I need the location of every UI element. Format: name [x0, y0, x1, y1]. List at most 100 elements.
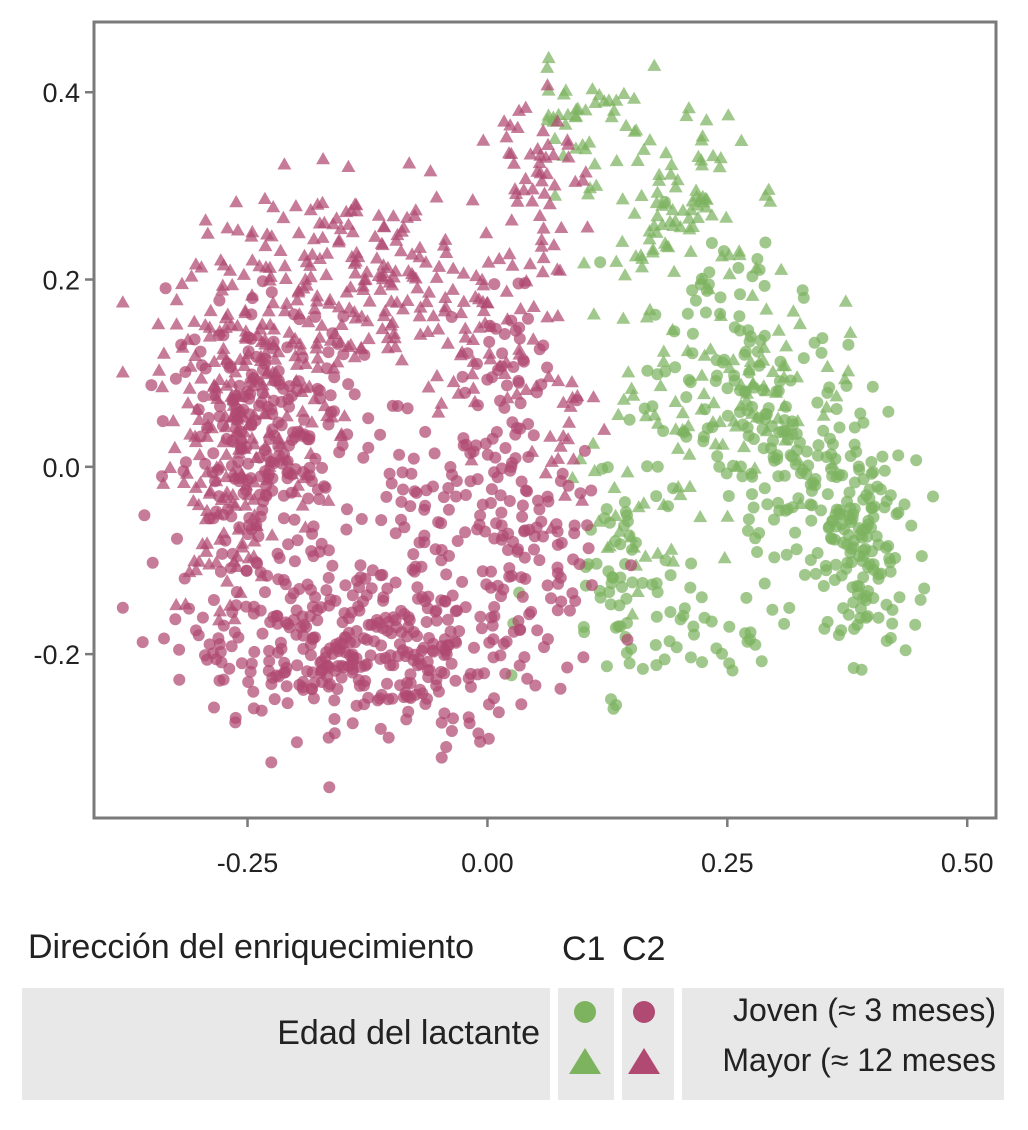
- point-c1-young: [898, 498, 911, 511]
- point-c1-old: [681, 101, 696, 114]
- point-c2-old: [529, 379, 544, 392]
- point-c1-old: [837, 372, 852, 385]
- point-c1-old: [659, 145, 673, 159]
- point-c2-young: [199, 649, 211, 662]
- point-c2-young: [474, 509, 487, 522]
- point-c1-old: [586, 436, 601, 449]
- point-c2-young: [555, 595, 568, 608]
- point-c2-old: [290, 293, 305, 306]
- point-c2-old: [374, 236, 389, 249]
- point-c1-old: [793, 316, 807, 330]
- point-c1-young: [582, 558, 595, 571]
- point-c2-young: [581, 519, 594, 532]
- point-c1-young: [815, 346, 828, 359]
- point-c1-young: [857, 493, 870, 506]
- point-c2-old: [566, 452, 581, 465]
- point-c2-old: [200, 503, 214, 516]
- point-c2-young: [476, 565, 489, 578]
- point-c1-old: [697, 348, 712, 361]
- point-c1-old: [681, 418, 696, 432]
- point-c2-young: [435, 751, 448, 764]
- point-c1-old: [706, 395, 721, 409]
- point-c2-old: [207, 388, 222, 401]
- point-c2-old: [343, 337, 358, 351]
- point-c2-old: [348, 197, 363, 210]
- point-c2-old: [386, 209, 401, 222]
- point-c1-young: [859, 589, 872, 602]
- point-c2-young: [405, 467, 418, 480]
- point-c1-young: [889, 552, 902, 564]
- point-c2-old: [265, 373, 280, 386]
- point-c2-young: [545, 592, 557, 605]
- point-c2-old: [438, 290, 453, 303]
- point-c1-old: [843, 325, 858, 338]
- point-c1-old: [825, 457, 840, 470]
- point-c2-young: [297, 683, 310, 696]
- point-c1-old: [682, 479, 697, 492]
- point-c2-old: [362, 294, 377, 307]
- point-c1-young: [857, 473, 870, 486]
- point-c2-old: [207, 354, 222, 367]
- point-c2-old: [542, 197, 557, 210]
- legend-key-box-c2: [622, 988, 674, 1100]
- point-c2-young: [552, 577, 565, 590]
- point-c1-young: [866, 380, 879, 393]
- point-c2-young: [568, 527, 581, 540]
- point-c2-old: [238, 329, 253, 343]
- point-c2-old: [238, 352, 253, 365]
- point-c2-old: [445, 282, 460, 295]
- point-c1-old: [790, 370, 805, 383]
- point-c2-young: [532, 494, 544, 507]
- point-c2-young: [435, 716, 448, 729]
- point-c2-old: [432, 259, 447, 272]
- point-c1-young: [811, 449, 824, 462]
- point-c2-young: [156, 470, 168, 483]
- point-c2-old: [523, 257, 538, 270]
- point-c2-old: [525, 182, 540, 195]
- point-c2-old: [230, 223, 245, 236]
- point-c2-old: [244, 229, 259, 242]
- point-c2-old: [532, 208, 547, 221]
- point-c2-old: [245, 371, 260, 384]
- point-c1-young: [835, 624, 848, 637]
- point-c2-young: [420, 484, 433, 497]
- point-c2-young: [346, 717, 359, 730]
- point-c2-old: [536, 221, 551, 234]
- point-c1-young: [610, 699, 623, 711]
- point-c1-old: [619, 118, 634, 131]
- point-c1-old: [624, 381, 639, 394]
- point-c2-old: [349, 245, 364, 259]
- point-c1-old: [560, 107, 575, 120]
- point-c1-old: [656, 344, 671, 357]
- point-c1-young: [809, 567, 822, 580]
- point-c1-old: [655, 217, 670, 230]
- point-c2-old: [390, 227, 405, 241]
- point-c1-young: [797, 352, 810, 365]
- point-c1-young: [819, 559, 832, 572]
- point-c2-old: [534, 239, 549, 252]
- point-c1-old: [638, 549, 653, 562]
- point-c2-old: [505, 258, 520, 271]
- point-c2-young: [528, 543, 540, 556]
- point-c1-young: [711, 450, 724, 463]
- point-c1-young: [823, 381, 836, 394]
- point-c2-young: [485, 611, 498, 624]
- point-c2-young: [116, 601, 129, 614]
- point-c1-young: [638, 402, 651, 415]
- point-c1-young: [771, 449, 784, 462]
- point-c2-old: [550, 309, 565, 322]
- point-c2-young: [322, 346, 335, 359]
- point-c2-young: [437, 491, 450, 504]
- point-c1-old: [740, 386, 754, 399]
- point-c2-old: [279, 296, 294, 309]
- point-c2-young: [440, 568, 453, 581]
- point-c1-old: [665, 322, 680, 336]
- point-c1-old: [642, 133, 657, 146]
- point-c2-old: [247, 475, 262, 488]
- point-c1-old: [586, 307, 601, 320]
- point-c2-old: [246, 492, 261, 505]
- point-c1-old: [558, 117, 573, 130]
- point-c2-old: [223, 263, 238, 276]
- point-c2-old: [484, 319, 498, 333]
- point-c1-young: [594, 256, 607, 269]
